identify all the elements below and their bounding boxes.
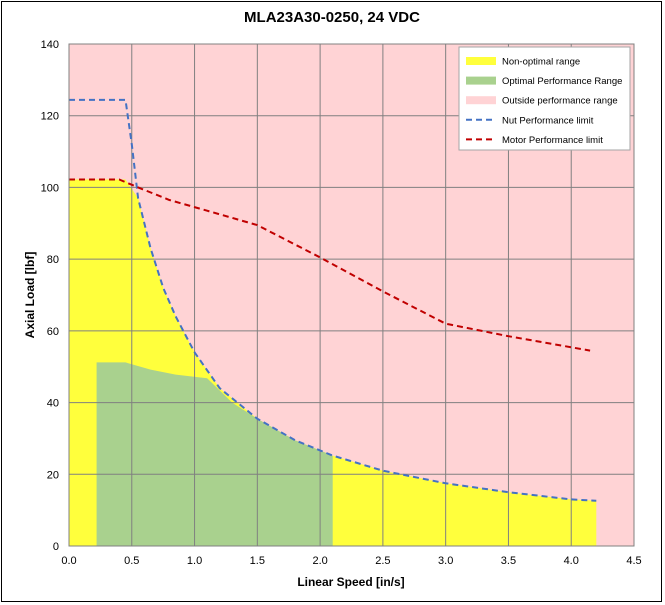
legend: Non-optimal range Optimal Performance Ran…: [458, 46, 631, 151]
legend-swatch: [466, 57, 496, 65]
chart-title: MLA23A30-0250, 24 VDC: [244, 9, 420, 26]
legend-entry-outside-performance-range: Outside performance range: [466, 96, 618, 107]
legend-label: Outside performance range: [502, 96, 618, 107]
x-tick-label: 0.0: [61, 555, 76, 567]
x-axis-title: Linear Speed [in/s]: [297, 575, 404, 589]
legend-label: Nut Performance limit: [502, 115, 594, 126]
x-tick-label: 1.5: [250, 555, 265, 567]
y-axis-title: Axial Load [lbf]: [23, 252, 37, 339]
y-tick-label: 140: [41, 39, 59, 51]
x-tick-label: 2.0: [312, 555, 327, 567]
x-tick-label: 4.0: [564, 555, 579, 567]
legend-entry-nut-performance-limit: Nut Performance limit: [466, 115, 594, 126]
nut-performance-limit-line: [69, 98, 597, 502]
x-tick-label: 3.5: [501, 555, 516, 567]
x-tick-label: 3.0: [438, 555, 453, 567]
y-tick-label: 120: [41, 111, 59, 123]
legend-swatch: [466, 76, 496, 85]
y-axis-ticks: 0 20 40 60 80 100 120 140: [41, 39, 59, 553]
y-tick-label: 100: [41, 182, 59, 194]
y-tick-label: 40: [47, 398, 59, 410]
y-tick-label: 20: [47, 469, 59, 481]
legend-label: Non-optimal range: [502, 57, 580, 68]
optimal-performance-range-area: [96, 362, 333, 546]
plot-border: [68, 43, 635, 547]
x-tick-label: 0.5: [124, 555, 139, 567]
legend-entry-motor-performance-limit: Motor Performance limit: [466, 135, 603, 146]
y-tick-label: 80: [47, 254, 59, 266]
legend-swatch: [466, 96, 496, 105]
legend-label: Optimal Performance Range: [502, 76, 622, 87]
legend-label: Motor Performance limit: [502, 135, 603, 146]
x-axis-ticks: 0.0 0.5 1.0 1.5 2.0 2.5 3.0 3.5 4.0 4.5: [61, 555, 641, 567]
legend-entry-non-optimal-range: Non-optimal range: [466, 57, 580, 68]
y-tick-label: 60: [47, 326, 59, 338]
x-tick-label: 1.0: [187, 555, 202, 567]
legend-entry-optimal-performance-range: Optimal Performance Range: [466, 76, 622, 87]
motor-performance-limit-line: [69, 178, 591, 352]
x-tick-label: 4.5: [626, 555, 641, 567]
x-tick-label: 2.5: [375, 555, 390, 567]
y-tick-label: 0: [53, 541, 59, 553]
